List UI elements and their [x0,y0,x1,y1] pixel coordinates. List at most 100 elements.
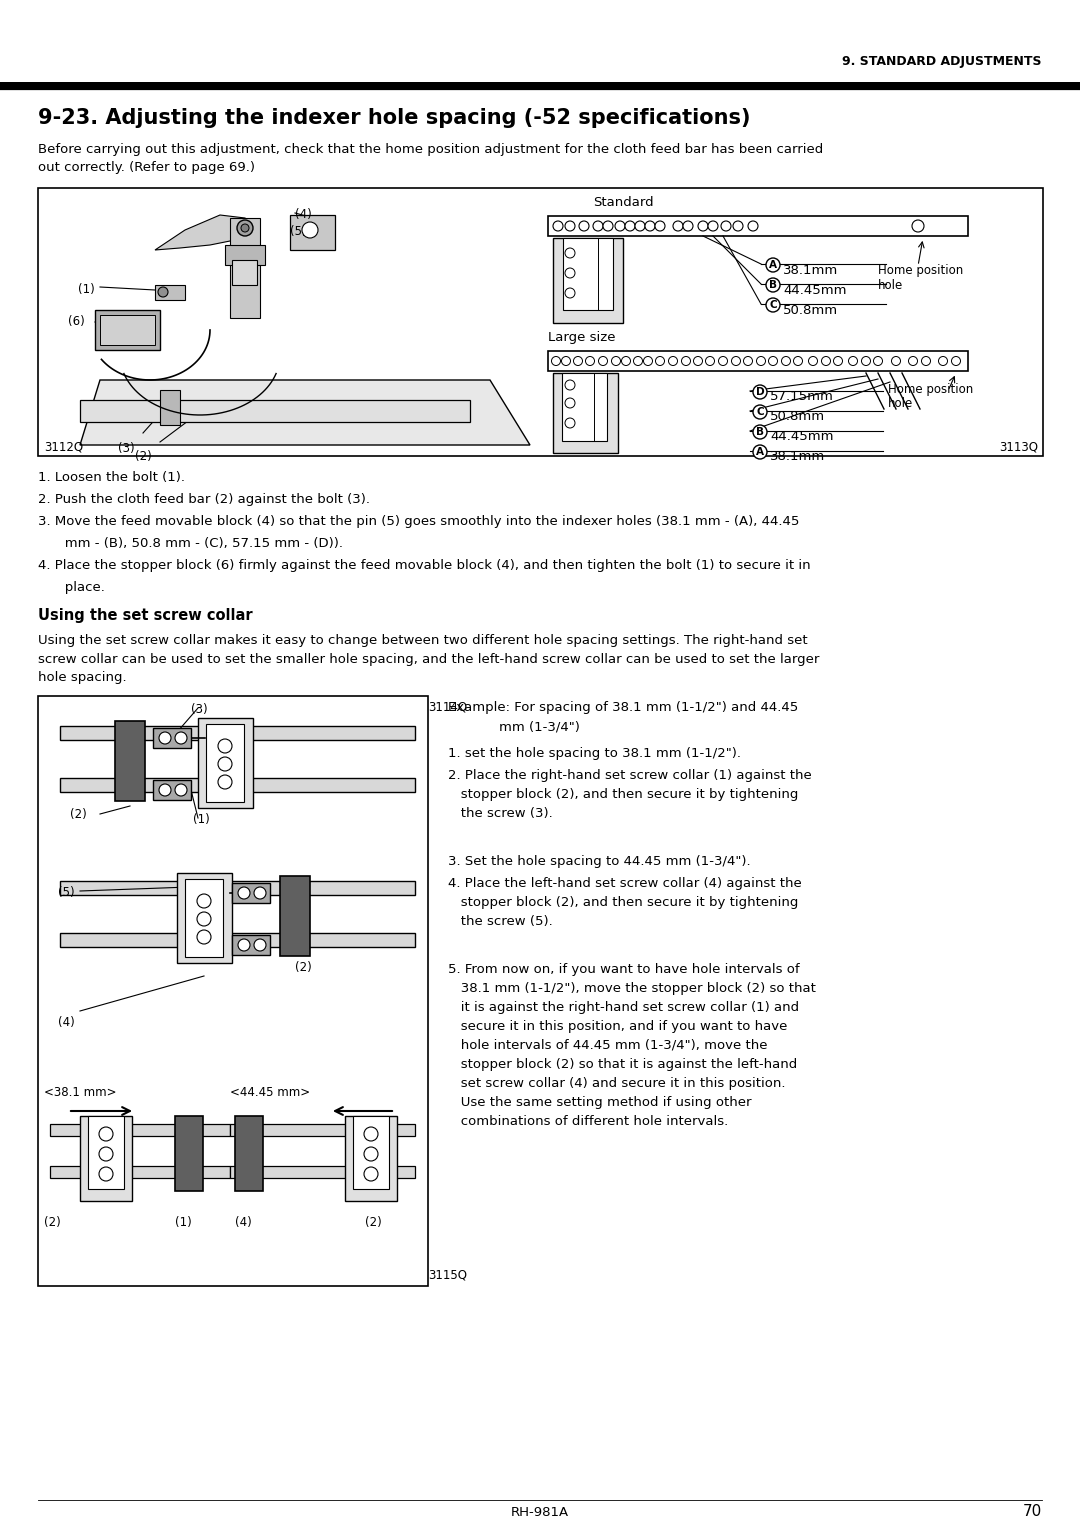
Text: hole intervals of 44.45 mm (1-3/4"), move the: hole intervals of 44.45 mm (1-3/4"), mov… [448,1039,768,1051]
Bar [177,872,232,963]
Circle shape [218,740,232,753]
Circle shape [748,222,758,231]
Text: 44.45mm: 44.45mm [783,284,847,296]
Circle shape [635,222,645,231]
Circle shape [681,356,690,365]
Bar [230,1125,415,1135]
Bar [160,390,180,425]
Text: Large size: Large size [548,332,616,344]
Text: 38.1 mm (1-1/2"), move the stopper block (2) so that: 38.1 mm (1-1/2"), move the stopper block… [448,983,815,995]
Text: 44.45mm: 44.45mm [770,431,834,443]
Text: (1): (1) [78,283,95,296]
Circle shape [99,1167,113,1181]
Bar [100,315,156,345]
Text: 1. set the hole spacing to 38.1 mm (1-1/2").: 1. set the hole spacing to 38.1 mm (1-1/… [448,747,741,759]
Text: 4. Place the left-hand set screw collar (4) against the: 4. Place the left-hand set screw collar … [448,877,801,889]
Circle shape [731,356,741,365]
Circle shape [625,222,635,231]
Circle shape [753,425,767,439]
Bar [291,215,335,251]
Text: (4): (4) [58,1016,75,1028]
Text: Home position: Home position [888,384,973,396]
Circle shape [862,356,870,365]
Circle shape [565,287,575,298]
Circle shape [552,356,561,365]
Bar [345,1115,397,1201]
Bar [232,883,270,903]
Text: C: C [769,299,777,310]
Bar [60,934,415,947]
Text: 38.1mm: 38.1mm [783,263,838,277]
Circle shape [254,940,266,950]
Bar [80,1115,132,1201]
Bar [114,721,145,801]
Bar [553,238,623,322]
Text: stopper block (2), and then secure it by tightening: stopper block (2), and then secure it by… [448,895,798,909]
Bar [548,351,968,371]
Text: 2. Push the cloth feed bar (2) against the bolt (3).: 2. Push the cloth feed bar (2) against t… [38,494,370,506]
Circle shape [849,356,858,365]
Circle shape [197,912,211,926]
Text: 5. From now on, if you want to have hole intervals of: 5. From now on, if you want to have hole… [448,963,799,976]
Text: stopper block (2) so that it is against the left-hand: stopper block (2) so that it is against … [448,1057,797,1071]
Bar [60,778,415,792]
Bar [280,876,310,957]
Text: 9. STANDARD ADJUSTMENTS: 9. STANDARD ADJUSTMENTS [842,55,1042,69]
Bar [153,727,191,749]
Text: 3112Q: 3112Q [44,442,83,454]
Circle shape [603,222,613,231]
Text: hole: hole [878,280,903,292]
Bar [198,718,253,808]
Circle shape [698,222,708,231]
Circle shape [565,397,575,408]
Bar [562,373,607,442]
Circle shape [159,732,171,744]
Circle shape [908,356,918,365]
Circle shape [705,356,715,365]
Text: (2): (2) [365,1216,381,1229]
Circle shape [766,278,780,292]
Circle shape [302,222,318,238]
Circle shape [562,356,570,365]
Circle shape [782,356,791,365]
Circle shape [364,1148,378,1161]
Circle shape [237,220,253,235]
Circle shape [951,356,960,365]
Bar [38,695,428,1287]
Circle shape [753,445,767,458]
Circle shape [718,356,728,365]
Text: 3114Q: 3114Q [428,701,468,714]
Circle shape [621,356,631,365]
Text: 3. Move the feed movable block (4) so that the pin (5) goes smoothly into the in: 3. Move the feed movable block (4) so th… [38,515,799,529]
Bar [225,244,265,264]
Text: (2): (2) [70,808,86,821]
Bar [553,373,618,452]
Bar [235,1115,264,1190]
Bar [232,260,257,286]
Circle shape [756,356,766,365]
Text: <38.1 mm>: <38.1 mm> [44,1086,117,1099]
Circle shape [809,356,818,365]
Circle shape [238,940,249,950]
Text: 3115Q: 3115Q [428,1268,467,1280]
Text: set screw collar (4) and secure it in this position.: set screw collar (4) and secure it in th… [448,1077,785,1089]
Circle shape [669,356,677,365]
Bar [353,1115,389,1189]
Text: RH-981A: RH-981A [511,1505,569,1519]
Bar [87,1115,124,1189]
Bar [230,1166,415,1178]
Text: A: A [769,260,777,270]
Text: (3): (3) [191,703,207,717]
Text: place.: place. [52,581,105,594]
Circle shape [197,931,211,944]
Text: 57.15mm: 57.15mm [770,391,834,403]
Circle shape [921,356,931,365]
Polygon shape [80,380,530,445]
Circle shape [573,356,582,365]
Circle shape [218,756,232,772]
Text: D: D [756,387,765,397]
Circle shape [565,222,575,231]
Bar [38,188,1043,455]
Text: (6): (6) [68,315,84,329]
Text: 4. Place the stopper block (6) firmly against the feed movable block (4), and th: 4. Place the stopper block (6) firmly ag… [38,559,811,571]
